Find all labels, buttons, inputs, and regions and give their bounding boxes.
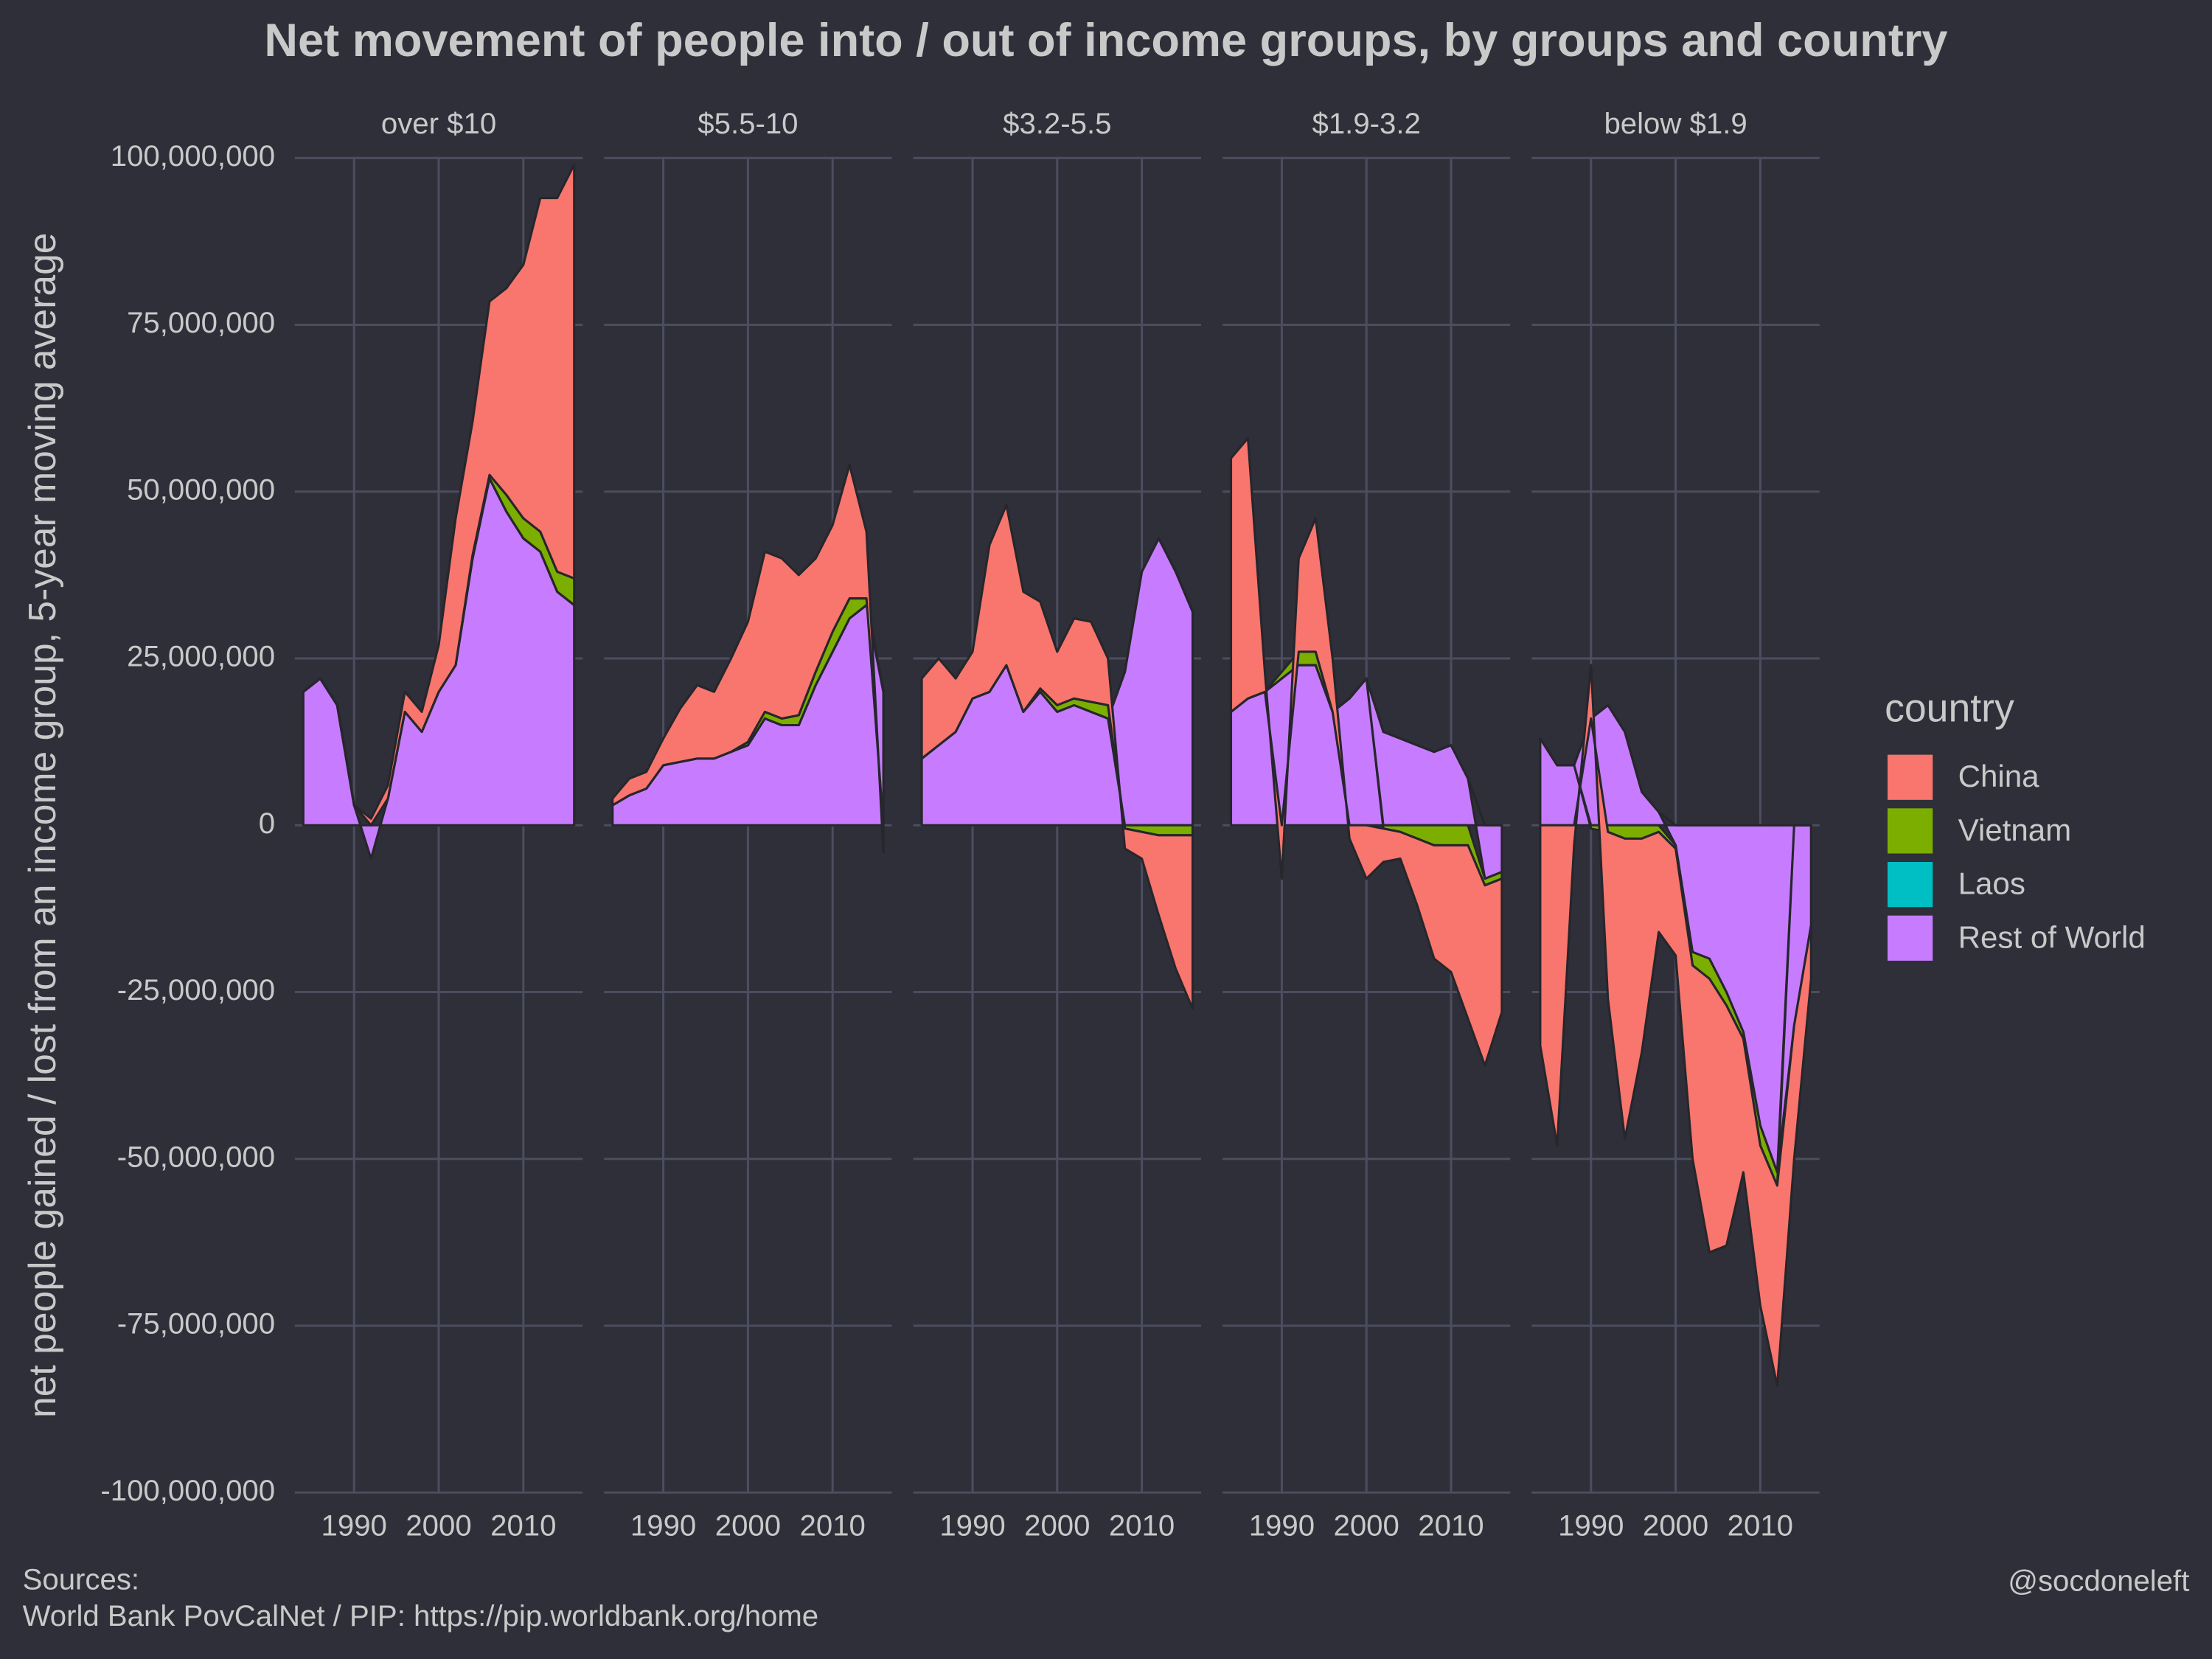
facet-title: over $10	[381, 107, 496, 140]
legend-key	[1887, 754, 1933, 800]
x-tick-label: 2010	[1418, 1509, 1484, 1543]
area	[1229, 437, 1503, 1067]
y-tick-label: 25,000,000	[127, 640, 275, 673]
y-axis-label: net people gained / lost from an income …	[21, 232, 63, 1418]
sources-heading: Sources:	[23, 1562, 139, 1596]
legend-label: Vietnam	[1958, 813, 2072, 847]
legend-key	[1887, 808, 1933, 854]
y-tick-label: -50,000,000	[117, 1140, 275, 1173]
x-tick-label: 2000	[1643, 1509, 1708, 1543]
x-tick-label: 1990	[630, 1509, 696, 1543]
y-tick-label: -75,000,000	[117, 1307, 275, 1340]
y-tick-label: -100,000,000	[100, 1474, 275, 1507]
x-tick-label: 2000	[1334, 1509, 1399, 1543]
credit: @socdoneleft	[2008, 1564, 2189, 1597]
facet-title: $5.5-10	[698, 107, 798, 140]
area	[1539, 664, 1812, 1387]
y-tick-label: 50,000,000	[127, 473, 275, 506]
legend-label: Laos	[1958, 866, 2025, 901]
area	[920, 504, 1194, 1010]
x-tick-label: 2010	[1109, 1509, 1175, 1543]
legend-label: Rest of World	[1958, 919, 2146, 954]
x-tick-label: 2010	[800, 1509, 866, 1543]
facet-title: $3.2-5.5	[1003, 107, 1111, 140]
x-tick-label: 1990	[1558, 1509, 1624, 1543]
x-tick-label: 2010	[1728, 1509, 1793, 1543]
x-tick-label: 2000	[406, 1509, 471, 1543]
chart-title: Net movement of people into / out of inc…	[264, 15, 1947, 66]
x-tick-label: 1990	[321, 1509, 387, 1543]
legend-key	[1887, 862, 1933, 908]
x-tick-label: 1990	[939, 1509, 1005, 1543]
facet-title: $1.9-3.2	[1312, 107, 1421, 140]
x-tick-label: 2000	[715, 1509, 781, 1543]
y-tick-label: 75,000,000	[127, 306, 275, 339]
x-tick-label: 2000	[1024, 1509, 1090, 1543]
y-tick-label: 0	[259, 807, 275, 840]
legend-title: country	[1885, 686, 2014, 730]
x-tick-label: 1990	[1249, 1509, 1315, 1543]
y-tick-label: -25,000,000	[117, 973, 275, 1006]
legend-label: China	[1958, 759, 2040, 793]
area	[302, 163, 576, 827]
legend-key	[1887, 915, 1933, 961]
y-tick-label: 100,000,000	[111, 139, 275, 173]
sources: World Bank PovCalNet / PIP: https://pip.…	[23, 1599, 819, 1632]
facet-title: below $1.9	[1604, 107, 1747, 140]
x-tick-label: 2010	[490, 1509, 556, 1543]
area	[611, 464, 885, 853]
